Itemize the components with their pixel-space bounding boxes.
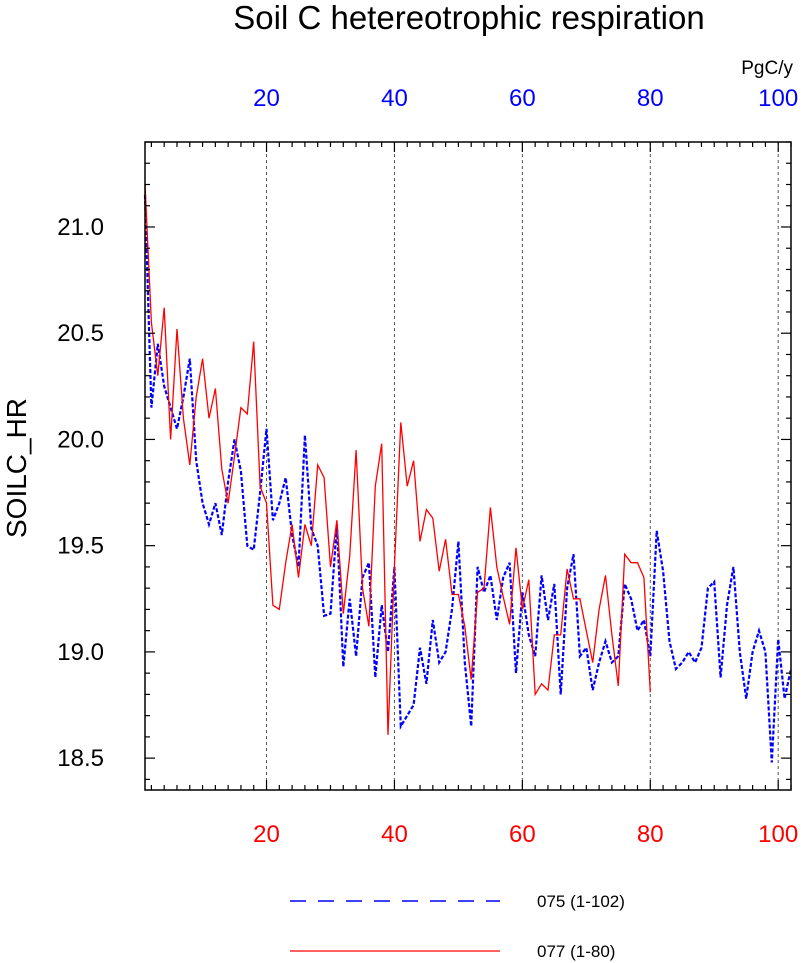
x-tick-label-bottom: 80 [637, 821, 664, 848]
series-layer [143, 184, 793, 763]
tick-labels: 20 20 40 40 60 60 80 80 100 100 18.5 19.0 19.5 20.0 20… [57, 85, 798, 848]
plot-frame [144, 141, 792, 791]
x-tick-label-top: 80 [637, 85, 664, 112]
legend: 075 (1-102) 077 (1-80) [290, 892, 625, 961]
y-tick-label: 18.5 [57, 745, 104, 772]
x-tick-label-bottom: 40 [381, 821, 408, 848]
units-label: PgC/y [741, 58, 793, 79]
series-line-1 [144, 184, 651, 735]
legend-label-1: 077 (1-80) [537, 942, 615, 961]
y-axis-label: SOILC_HR [1, 398, 32, 538]
series-line-0 [143, 195, 793, 763]
axes [144, 141, 792, 791]
x-tick-label-top: 20 [253, 85, 280, 112]
chart-title: Soil C hetereotrophic respiration [233, 0, 704, 36]
x-tick-label-top: 60 [509, 85, 536, 112]
x-tick-label-bottom: 20 [253, 821, 280, 848]
y-tick-label: 21.0 [57, 214, 104, 241]
x-tick-label-top: 40 [381, 85, 408, 112]
y-tick-label: 19.0 [57, 639, 104, 666]
grid-lines [266, 142, 779, 790]
y-tick-label: 20.5 [57, 320, 104, 347]
x-tick-label-bottom: 100 [758, 821, 798, 848]
x-tick-label-top: 100 [758, 85, 798, 112]
y-tick-label: 20.0 [57, 426, 104, 453]
y-tick-label: 19.5 [57, 533, 104, 560]
x-tick-label-bottom: 60 [509, 821, 536, 848]
legend-label-0: 075 (1-102) [537, 892, 625, 911]
